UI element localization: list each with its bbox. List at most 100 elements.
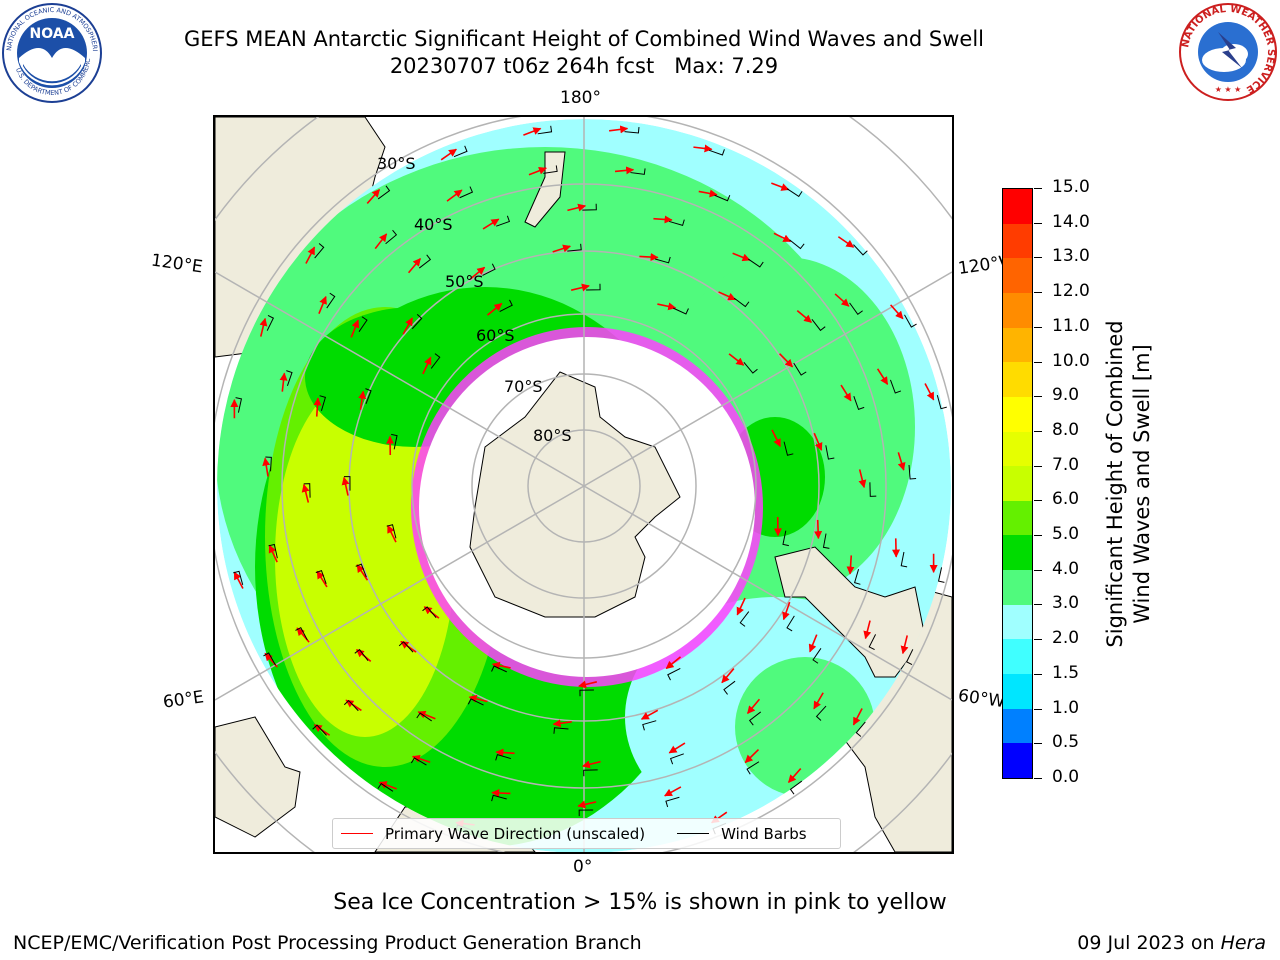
wind-barb	[667, 668, 681, 681]
wind-barb	[499, 299, 513, 312]
lon-label-60w: 60°W	[956, 685, 1007, 713]
wave-direction-arrow	[316, 570, 328, 588]
wind-barb	[673, 307, 689, 315]
wind-barb	[793, 362, 807, 376]
noaa-logo-text: NOAA	[30, 26, 75, 42]
wind-barb	[642, 720, 657, 731]
nws-star-icons: ★ ★ ★	[1215, 85, 1242, 94]
wind-barb	[303, 483, 311, 498]
colorbar-segment	[1003, 673, 1032, 709]
wave-direction-arrow	[402, 317, 413, 335]
wind-barb	[312, 724, 327, 736]
wave-direction-arrow	[664, 786, 682, 797]
wave-direction-arrow	[417, 710, 436, 720]
colorbar-tick-label: 9.0	[1052, 385, 1080, 406]
wind-barb	[496, 215, 511, 227]
wave-direction-arrow	[469, 266, 486, 280]
colorbar-tick-label: 1.5	[1052, 662, 1080, 683]
wind-barb	[853, 396, 865, 411]
wind-barb	[459, 186, 474, 199]
wave-direction-arrow	[482, 218, 500, 230]
wind-barb	[723, 680, 736, 695]
colorbar-segment	[1003, 569, 1032, 605]
wave-direction-arrow	[852, 708, 863, 726]
colorbar	[1002, 188, 1033, 779]
wind-barb	[786, 615, 795, 632]
wind-barb	[869, 482, 877, 497]
wind-barb	[326, 292, 336, 309]
wave-direction-arrow	[279, 372, 288, 392]
lat-label-80s: 80°S	[533, 426, 572, 445]
colorbar-segment	[1003, 534, 1032, 571]
wave-direction-arrow	[837, 236, 855, 248]
wave-direction-arrow	[732, 252, 751, 262]
colorbar-segment	[1003, 257, 1032, 293]
wind-barb	[491, 665, 507, 673]
wind-barb	[815, 705, 827, 721]
wind-barb	[748, 258, 764, 268]
colorbar-tick-label: 2.0	[1052, 628, 1080, 649]
wave-direction-arrow	[491, 661, 511, 670]
polar-map	[215, 117, 952, 852]
sea-ice-note: Sea Ice Concentration > 15% is shown in …	[333, 890, 947, 915]
wind-barb	[411, 313, 423, 330]
colorbar-tick-label: 5.0	[1052, 524, 1080, 545]
wave-direction-arrow	[358, 390, 367, 410]
nws-logo: NATIONAL WEATHER SERVICE ★ ★ ★	[1179, 3, 1277, 101]
map-legend: Primary Wave Direction (unscaled) Wind B…	[332, 818, 841, 849]
wave-direction-arrow	[350, 319, 360, 338]
colorbar-segment	[1003, 604, 1032, 640]
colorbar-tick	[1034, 292, 1042, 294]
wind-barb	[377, 782, 394, 792]
wind-barb	[482, 263, 496, 276]
wave-direction-arrow	[665, 656, 682, 670]
wind-barb	[266, 315, 275, 331]
wave-direction-arrow	[468, 694, 488, 703]
wave-direction-arrow	[771, 429, 781, 448]
colorbar-tick	[1034, 778, 1042, 779]
wave-direction-arrow	[486, 302, 503, 316]
colorbar-tick	[1034, 326, 1042, 328]
wave-direction-arrow	[552, 244, 572, 253]
wind-barb	[579, 689, 594, 697]
colorbar-segment	[1003, 465, 1032, 501]
wind-barb	[782, 530, 789, 547]
wave-direction-arrow	[581, 760, 601, 769]
wave-direction-arrow	[233, 571, 244, 589]
colorbar-tick	[1034, 535, 1042, 537]
colorbar-tick	[1034, 500, 1042, 502]
colorbar-tick	[1034, 430, 1042, 432]
wind-barb	[733, 297, 750, 308]
wave-direction-arrow	[341, 476, 350, 496]
wave-direction-arrow	[728, 353, 745, 366]
wind-barb	[868, 634, 877, 651]
wind-barb	[430, 353, 441, 369]
colorbar-segment	[1003, 500, 1032, 536]
wave-direction-arrow	[639, 253, 659, 262]
wind-barb	[263, 652, 276, 666]
wave-direction-arrow	[262, 457, 271, 477]
wind-barb	[418, 254, 432, 269]
wind-barb	[739, 611, 750, 627]
colorbar-segment	[1003, 292, 1032, 328]
wind-barb	[377, 185, 391, 200]
wind-barb	[286, 370, 293, 386]
wind-barb	[467, 698, 484, 706]
colorbar-tick	[1034, 188, 1042, 189]
wind-barb	[422, 606, 437, 619]
colorbar-segment	[1003, 223, 1032, 259]
wave-direction-arrow	[578, 680, 598, 689]
graticule	[215, 117, 952, 852]
legend-wave-label: Primary Wave Direction (unscaled)	[385, 824, 646, 843]
wind-barb	[789, 239, 805, 250]
wave-direction-arrow	[863, 620, 872, 640]
wave-direction-arrow	[422, 356, 432, 375]
lat-label-50s: 50°S	[445, 272, 484, 291]
wind-barb	[789, 780, 803, 795]
wind-barb	[855, 721, 866, 737]
wave-direction-arrow	[693, 144, 713, 153]
colorbar-tick-label: 8.0	[1052, 419, 1080, 440]
wave-direction-arrow	[570, 283, 590, 292]
colorbar-segment	[1003, 638, 1032, 675]
wind-barb	[812, 648, 822, 664]
